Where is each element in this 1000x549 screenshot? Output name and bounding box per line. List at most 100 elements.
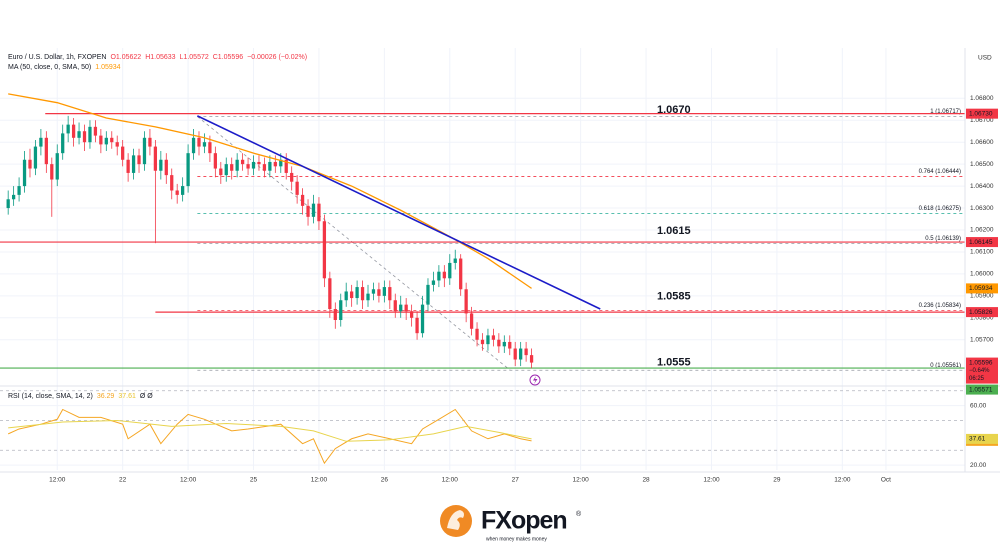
candle-body [66,124,70,134]
level-tag: 1.06730 [969,110,993,117]
fib-label: 1 (1.06717) [930,109,961,115]
candle-body [142,137,147,165]
candle-body [246,164,250,169]
candle-body [110,137,114,143]
candle-body [273,161,277,167]
candle-body [131,155,136,173]
level-tag-bg [966,108,998,119]
rsi-header: RSI (14, close, SMA, 14, 2) 36.29 37.61 Ø Ø [8,393,153,400]
ohlc: H1.05633 [145,54,175,61]
candle-body [529,355,534,363]
x-tick-label: 27 [512,477,520,484]
candle-body [88,126,92,143]
candle-body [464,289,468,314]
candle-body [519,348,523,360]
candle-body [497,339,501,347]
y-tick-label: 1.05800 [970,315,994,322]
candle-body [240,159,245,165]
fib-label: 0.618 (1.06275) [919,206,961,212]
grid [0,48,965,470]
fib-diagonal [197,116,511,371]
y-tick-label: 1.06400 [970,183,994,190]
candle-body [480,339,485,345]
candle-body [44,137,48,165]
candle-body [6,199,10,209]
candle-body [219,168,223,176]
x-tick-label: 12:00 [180,477,197,484]
candle-body [344,291,348,301]
ma-label: MA (50, close, 0, SMA, 50) [8,64,91,71]
level-tag: 1.05826 [969,309,993,316]
logo: FXopen ® when money makes money [440,505,582,542]
candle-body [360,287,365,301]
candle-body [71,124,76,138]
fib-label: 0.764 (1.06444) [919,169,961,175]
x-tick-label: 28 [642,477,650,484]
fib-label: 0.5 (1.06139) [925,236,961,242]
candle-body [39,137,43,147]
ma-tag-bg [966,283,998,294]
candle-body [208,142,212,154]
candle-body [399,304,403,312]
candle-body [317,203,321,222]
candle-body [50,164,54,180]
candle-body [186,153,190,187]
x-tick-label: 12:00 [442,477,459,484]
candle-body [279,159,283,167]
candle-body [115,142,119,147]
candle-body [235,159,239,171]
last-change: −0.64% [969,368,990,374]
candle-body [524,348,528,356]
ohlc: O1.05622 [110,54,141,61]
candle-body [55,153,59,180]
level-tag-bg [966,237,998,248]
x-tick-label: 22 [119,477,127,484]
candle-body [469,313,474,329]
x-tick-label: Oct [881,477,891,484]
level-tag: 1.06145 [969,239,993,246]
x-tick-label: 12:00 [49,477,66,484]
alert-bolt [533,376,538,384]
candle-body [170,175,174,191]
y-tick-label: 1.06500 [970,161,994,168]
rsi-label: RSI (14, close, SMA, 14, 2) [8,393,93,400]
candle-body [121,146,125,160]
rsi-ma-value: 37.61 [118,393,136,400]
rsi-value: 36.29 [97,393,115,400]
candle-body [33,146,38,169]
candle-body [153,146,158,171]
candle-body [148,137,152,147]
level-label: 1.0615 [657,225,691,237]
x-tick-label: 12:00 [834,477,851,484]
marks: 1 (1.06717) 0.764 (1.06444) 0.618 (1.06275… [0,93,965,465]
rsi-tick-label: 20.00 [970,462,987,469]
candle-body [475,328,479,340]
candle-body [126,159,130,173]
candle-body [388,287,392,301]
y-tick-label: 1.06000 [970,271,994,278]
candle-body [502,341,506,347]
candle-body [491,335,496,340]
candle-body [230,164,234,171]
candle-body [355,287,359,299]
candle-body [181,186,185,195]
y-tick-label: 1.06800 [970,95,994,102]
candle-body [164,159,168,176]
countdown: 06:25 [969,376,985,382]
candle-body [104,137,108,145]
candle-body [77,131,81,138]
y-tick-label: 1.06200 [970,227,994,234]
logo-slogan: when money makes money [486,536,547,542]
trend-line [197,115,601,310]
header: Euro / U.S. Dollar, 1h, FXOPEN O1.05622 H1… [8,54,307,61]
rsi-extra: Ø Ø [140,393,153,400]
candle-body [311,203,316,217]
candle-body [268,161,272,171]
ohlc: C1.05596 [213,54,243,61]
logo-mark: ® [576,510,582,518]
candle-body [191,137,196,154]
candle-body [175,190,179,195]
candle-body [159,159,163,171]
